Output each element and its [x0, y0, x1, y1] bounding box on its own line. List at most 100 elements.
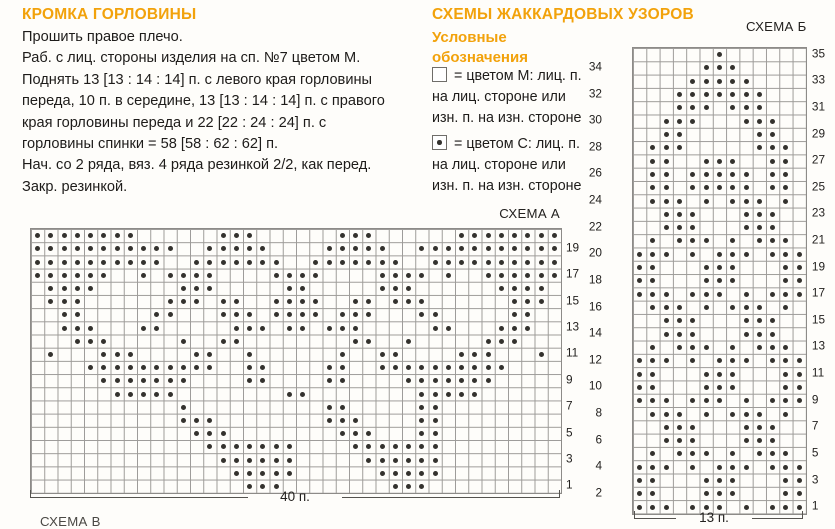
stitch-dot	[796, 464, 802, 470]
stitch-dot	[207, 365, 213, 371]
stitch-dot	[101, 272, 107, 278]
stitch-dot	[260, 483, 266, 489]
stitch-dot	[730, 65, 736, 71]
stitch-dot	[194, 351, 200, 357]
stitch-dot	[756, 411, 762, 417]
stitch-dot	[525, 259, 531, 265]
stitch-dot	[74, 272, 80, 278]
stitch-dot	[743, 171, 749, 177]
stitch-dot	[703, 238, 709, 244]
stitch-dot	[690, 344, 696, 350]
stitch-dot	[61, 259, 67, 265]
stitch-dot	[690, 464, 696, 470]
stitch-dot	[286, 299, 292, 305]
stitch-dot	[743, 411, 749, 417]
stitch-dot	[167, 365, 173, 371]
legend-heading-line: Условные	[432, 29, 507, 46]
instruction-line: Прошить правое плечо.	[22, 29, 183, 45]
stitch-dot	[154, 378, 160, 384]
stitch-dot	[743, 118, 749, 124]
stitch-dot	[353, 325, 359, 331]
stitch-dot	[141, 325, 147, 331]
stitch-dot	[180, 378, 186, 384]
stitch-dot	[233, 259, 239, 265]
legend-line: = цветом М: лиц. п.	[432, 66, 622, 87]
stitch-dot	[247, 483, 253, 489]
stitch-dot	[379, 259, 385, 265]
stitch-dot	[260, 325, 266, 331]
stitch-dot	[716, 491, 722, 497]
stitch-dot	[743, 198, 749, 204]
stitch-dot	[88, 233, 94, 239]
stitch-dot	[127, 378, 133, 384]
stitch-dot	[730, 185, 736, 191]
width-label: 13 п.	[699, 510, 729, 525]
stitch-dot	[472, 365, 478, 371]
stitch-dot	[48, 285, 54, 291]
stitch-dot	[650, 305, 656, 311]
instructions-text: Прошить правое плечо. Раб. с лиц. стороны…	[22, 27, 385, 198]
stitch-dot	[650, 491, 656, 497]
stitch-dot	[783, 344, 789, 350]
stitch-dot	[48, 272, 54, 278]
stitch-dot	[459, 246, 465, 252]
stitch-dot	[459, 351, 465, 357]
legend-item: = цветом М: лиц. п. на лиц. стороне или из…	[432, 66, 622, 129]
stitch-dot	[445, 246, 451, 252]
stitch-dot	[690, 331, 696, 337]
stitch-dot	[194, 431, 200, 437]
stitch-dot	[690, 211, 696, 217]
stitch-dot	[512, 285, 518, 291]
stitch-dot	[677, 411, 683, 417]
stitch-dot	[525, 246, 531, 252]
stitch-dot	[512, 325, 518, 331]
stitch-dot	[716, 464, 722, 470]
stitch-dot	[273, 312, 279, 318]
stitch-dot	[419, 299, 425, 305]
stitch-dot	[743, 318, 749, 324]
stitch-dot	[690, 398, 696, 404]
stitch-dot	[88, 285, 94, 291]
stitch-dot	[716, 251, 722, 257]
stitch-dot	[770, 211, 776, 217]
stitch-dot	[88, 272, 94, 278]
stitch-dot	[677, 344, 683, 350]
stitch-dot	[406, 299, 412, 305]
stitch-dot	[207, 285, 213, 291]
stitch-dot	[48, 259, 54, 265]
row-number: 8	[595, 405, 602, 420]
stitch-dot	[783, 145, 789, 151]
stitch-dot	[485, 259, 491, 265]
stitch-dot	[677, 238, 683, 244]
stitch-dot	[743, 211, 749, 217]
stitch-dot	[756, 211, 762, 217]
stitch-dot	[485, 365, 491, 371]
stitch-dot	[273, 259, 279, 265]
stitch-dot	[743, 291, 749, 297]
stitch-dot	[703, 265, 709, 271]
stitch-dot	[743, 305, 749, 311]
stitch-dot	[538, 246, 544, 252]
row-number: 20	[588, 245, 602, 260]
stitch-dot	[286, 444, 292, 450]
row-number: 9	[566, 372, 573, 387]
stitch-dot	[286, 272, 292, 278]
stitch-dot	[730, 171, 736, 177]
stitch-dot	[703, 65, 709, 71]
stitch-dot	[101, 351, 107, 357]
stitch-dot	[260, 365, 266, 371]
legend-item: = цветом С: лиц. п. на лиц. стороне или из…	[432, 134, 622, 197]
stitch-dot	[551, 233, 557, 239]
stitch-dot	[472, 351, 478, 357]
stitch-dot	[512, 312, 518, 318]
stitch-dot	[551, 272, 557, 278]
stitch-dot	[756, 318, 762, 324]
row-number: 24	[588, 192, 602, 207]
stitch-dot	[459, 378, 465, 384]
stitch-dot	[74, 233, 80, 239]
stitch-dot	[650, 185, 656, 191]
stitch-dot	[650, 504, 656, 510]
stitch-dot	[716, 358, 722, 364]
row-number: 25	[811, 179, 826, 194]
stitch-dot	[419, 417, 425, 423]
